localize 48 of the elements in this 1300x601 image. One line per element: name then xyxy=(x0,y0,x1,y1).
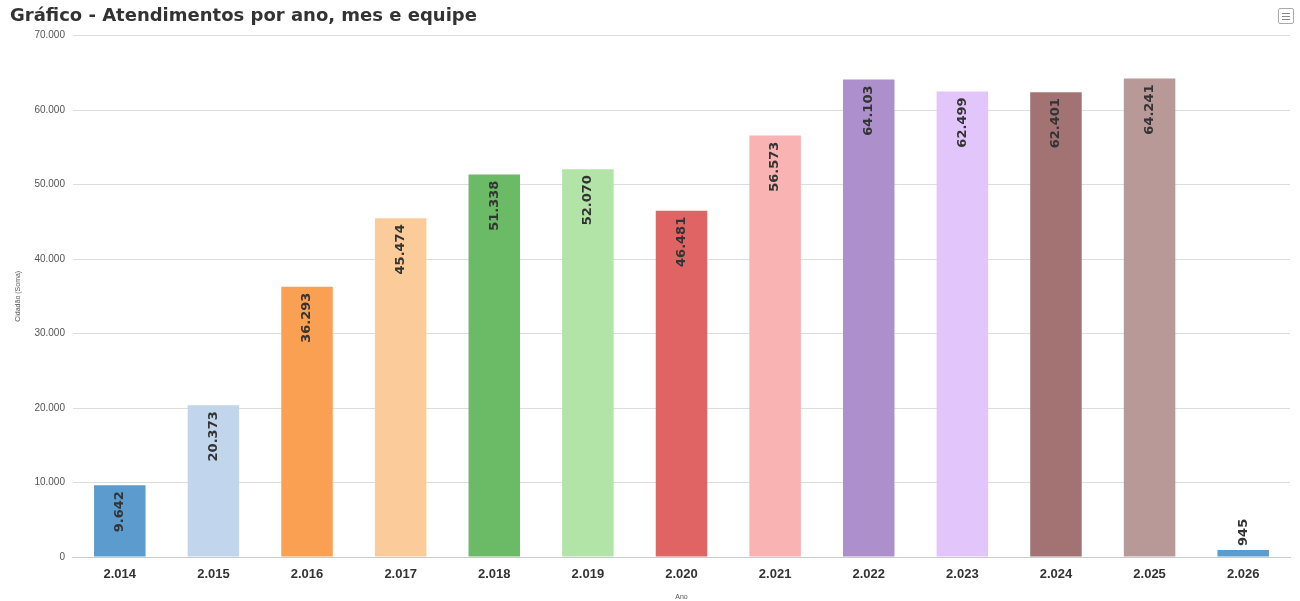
data-label: 64.103 xyxy=(860,85,876,136)
bar xyxy=(281,286,333,557)
data-label: 56.573 xyxy=(766,141,782,192)
data-label: 20.373 xyxy=(204,411,220,462)
x-tick-label: 2.024 xyxy=(1039,566,1073,582)
chart-title: Gráfico - Atendimentos por ano, mes e equipe xyxy=(10,4,477,26)
y-tick-label: 10.000 xyxy=(34,476,66,488)
x-tick-label: 2.014 xyxy=(103,566,137,582)
bar xyxy=(842,79,895,557)
x-tick-label: 2.016 xyxy=(290,566,324,582)
data-label: 52.070 xyxy=(579,175,595,226)
x-tick-label: 2.023 xyxy=(946,566,979,582)
y-tick-label: 40.000 xyxy=(34,252,66,264)
y-tick-label: 30.000 xyxy=(34,327,66,339)
x-tick-label: 2.017 xyxy=(384,566,417,582)
y-tick-label: 70.000 xyxy=(34,29,66,41)
data-label: 51.338 xyxy=(485,180,501,231)
bar xyxy=(1217,549,1269,557)
y-tick-label: 50.000 xyxy=(34,178,66,190)
bar xyxy=(468,174,521,557)
data-label: 62.401 xyxy=(1047,98,1063,149)
y-tick-label: 20.000 xyxy=(34,401,66,413)
bar xyxy=(936,91,989,557)
bar xyxy=(562,169,614,557)
data-label: 45.474 xyxy=(392,224,408,275)
bar xyxy=(749,135,801,557)
bar xyxy=(1030,92,1082,557)
x-tick-label: 2.015 xyxy=(197,566,230,582)
x-tick-label: 2.021 xyxy=(758,566,792,582)
x-tick-label: 2.019 xyxy=(571,566,605,582)
data-label: 945 xyxy=(1234,518,1250,546)
bar xyxy=(655,210,708,557)
data-label: 46.481 xyxy=(672,216,688,267)
x-tick-label: 2.020 xyxy=(665,566,698,582)
x-tick-label: 2.022 xyxy=(852,566,885,582)
bar xyxy=(1123,78,1176,557)
data-label: 62.499 xyxy=(953,97,969,148)
y-tick-label: 0 xyxy=(59,550,66,562)
bar xyxy=(94,485,146,557)
bar xyxy=(374,218,427,557)
x-tick-label: 2.018 xyxy=(477,566,511,582)
data-label: 36.293 xyxy=(298,292,314,343)
data-label: 64.241 xyxy=(1140,84,1156,135)
y-tick-label: 60.000 xyxy=(34,103,66,115)
data-label: 9.642 xyxy=(111,491,127,533)
x-tick-label: 2.026 xyxy=(1226,566,1260,582)
x-tick-label: 2.025 xyxy=(1133,566,1166,582)
bar xyxy=(187,405,240,557)
